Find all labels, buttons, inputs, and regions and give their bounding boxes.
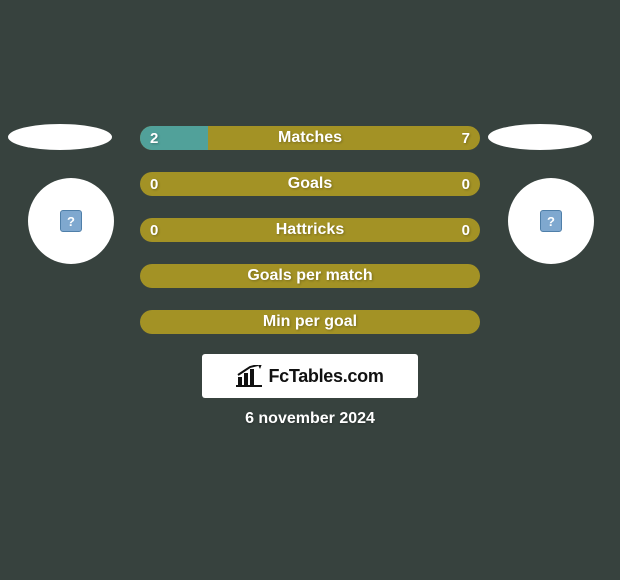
placeholder-icon: ? bbox=[60, 210, 82, 232]
right-player-avatar: ? bbox=[508, 178, 594, 264]
stat-row: Matches2 7 bbox=[140, 126, 480, 150]
site-badge-text: FcTables.com bbox=[268, 366, 383, 387]
stat-label: Matches bbox=[140, 129, 480, 147]
stat-label: Min per goal bbox=[140, 313, 480, 331]
placeholder-icon: ? bbox=[540, 210, 562, 232]
stat-row: Min per goal bbox=[140, 310, 480, 334]
left-player-flag bbox=[8, 124, 112, 150]
comparison-bars: Matches27Goals00Hattricks00Goals per mat… bbox=[140, 126, 480, 356]
stat-right-value: 0 bbox=[462, 176, 470, 193]
site-badge[interactable]: FcTables.com bbox=[202, 354, 418, 398]
stat-right-value: 0 bbox=[462, 222, 470, 239]
placeholder-glyph: ? bbox=[67, 214, 75, 229]
stat-left-value: 2 bbox=[150, 130, 158, 147]
stat-left-value: 0 bbox=[150, 176, 158, 193]
left-player-avatar: ? bbox=[28, 178, 114, 264]
date-text: 6 november 2024 bbox=[0, 410, 620, 428]
stat-left-value: 0 bbox=[150, 222, 158, 239]
stat-label: Goals bbox=[140, 175, 480, 193]
stat-row: Goals0 0 bbox=[140, 172, 480, 196]
chart-icon bbox=[236, 365, 262, 387]
placeholder-glyph: ? bbox=[547, 214, 555, 229]
stat-row: Goals per match bbox=[140, 264, 480, 288]
stat-label: Hattricks bbox=[140, 221, 480, 239]
right-player-flag bbox=[488, 124, 592, 150]
stat-row: Hattricks0 0 bbox=[140, 218, 480, 242]
stat-label: Goals per match bbox=[140, 267, 480, 285]
stat-right-value: 7 bbox=[462, 130, 470, 147]
